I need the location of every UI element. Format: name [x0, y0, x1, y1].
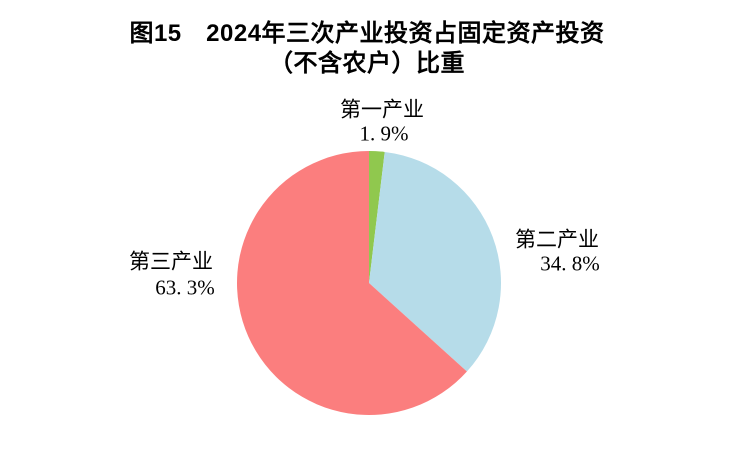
pie-slice-2	[236, 151, 467, 415]
slice-label-primary-name: 第一产业	[340, 97, 424, 122]
pie-slice-1	[369, 151, 501, 372]
pie-slice-0	[369, 151, 385, 283]
slice-label-secondary-value: 34. 8%	[540, 251, 600, 276]
slice-label-primary-value: 1. 9%	[359, 121, 409, 146]
slice-label-tertiary-name: 第三产业	[129, 249, 213, 274]
slice-label-tertiary-value: 63. 3%	[155, 275, 215, 300]
chart-title-line1: 图15 2024年三次产业投资占固定资产投资	[129, 20, 605, 47]
chart-title-line2: （不含农户）比重	[269, 50, 465, 77]
slice-label-secondary-name: 第二产业	[515, 227, 599, 252]
chart-title: 图15 2024年三次产业投资占固定资产投资 （不含农户）比重	[0, 19, 734, 79]
